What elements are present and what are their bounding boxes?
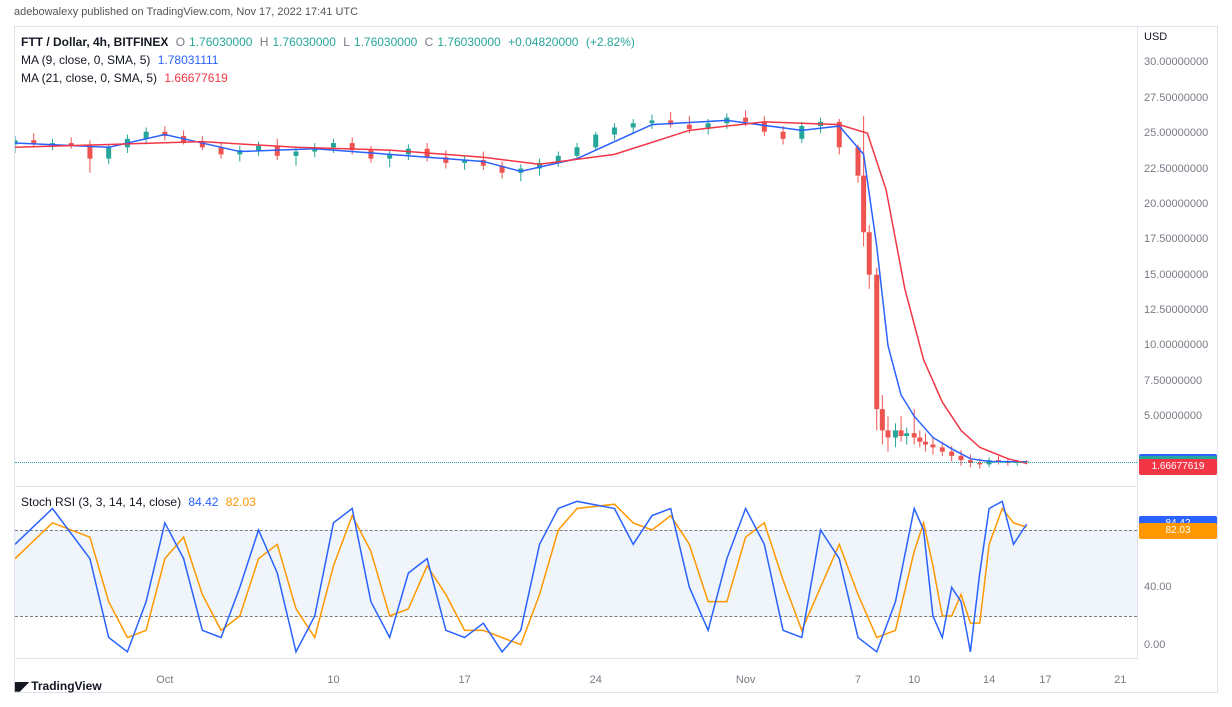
price-axis-label: 1.66677619: [1139, 459, 1217, 475]
y-tick: 20.00000000: [1144, 198, 1208, 210]
x-tick: 17: [1039, 674, 1051, 686]
x-tick: 7: [855, 674, 861, 686]
y-tick: 7.50000000: [1144, 375, 1202, 387]
y-tick: 0.00: [1144, 639, 1165, 651]
main-price-chart[interactable]: FTT / Dollar, 4h, BITFINEX O1.76030000 H…: [15, 27, 1137, 487]
x-tick: Oct: [156, 674, 173, 686]
x-tick: 10: [908, 674, 920, 686]
y-tick: 17.50000000: [1144, 233, 1208, 245]
y-tick: 15.00000000: [1144, 269, 1208, 281]
main-y-axis[interactable]: USD 30.00000000 27.50000000 25.00000000 22.…: [1137, 27, 1217, 487]
stoch-rsi-chart[interactable]: Stoch RSI (3, 3, 14, 14, close) 84.42 82…: [15, 487, 1137, 659]
publish-header: adebowalexy published on TradingView.com…: [0, 0, 1232, 24]
y-tick: 27.50000000: [1144, 92, 1208, 104]
main-chart-svg: [15, 27, 1139, 487]
last-price-line: [15, 462, 1137, 463]
x-tick: 14: [983, 674, 995, 686]
y-tick: 22.50000000: [1144, 163, 1208, 175]
rsi-chart-svg: [15, 487, 1139, 659]
x-tick: Nov: [736, 674, 756, 686]
x-tick: 10: [327, 674, 339, 686]
y-tick: 30.00000000: [1144, 56, 1208, 68]
rsi-y-axis[interactable]: 40.00 0.00: [1137, 487, 1217, 659]
rsi-axis-label: 82.03: [1139, 523, 1217, 539]
x-tick: 21: [1114, 674, 1126, 686]
y-tick: 40.00: [1144, 581, 1172, 593]
y-tick: 10.00000000: [1144, 339, 1208, 351]
currency-label: USD: [1144, 31, 1167, 43]
x-tick: 24: [590, 674, 602, 686]
chart-container: FTT / Dollar, 4h, BITFINEX O1.76030000 H…: [14, 26, 1218, 693]
x-tick: 17: [458, 674, 470, 686]
y-tick: 25.00000000: [1144, 127, 1208, 139]
tradingview-logo: ▮◤ TradingView: [14, 679, 102, 693]
y-tick: 5.00000000: [1144, 410, 1202, 422]
y-tick: 12.50000000: [1144, 304, 1208, 316]
time-x-axis[interactable]: Oct 10 17 24 Nov 7 10 14 17 21: [15, 670, 1137, 692]
